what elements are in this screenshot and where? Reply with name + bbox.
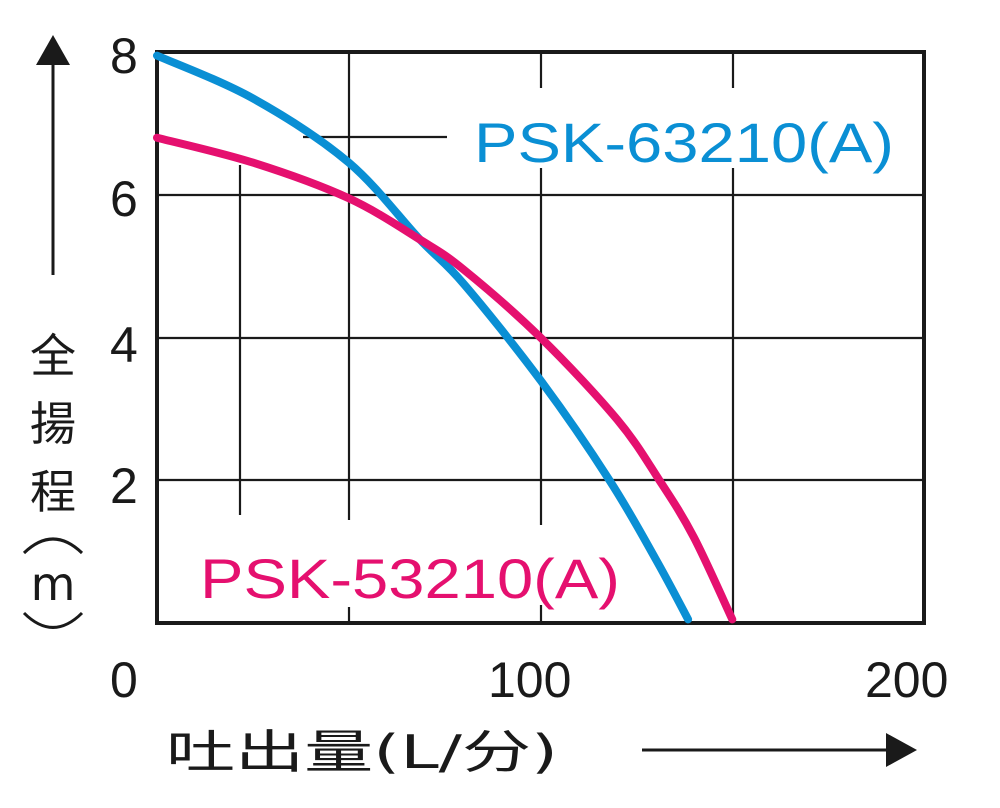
x-tick-100: 100: [488, 652, 571, 708]
svg-text:揚: 揚: [30, 397, 76, 451]
y-tick-6: 6: [110, 171, 138, 227]
label-knockout-blue: [468, 88, 898, 168]
label-knockout-pink: [196, 525, 626, 605]
curve-psk-53210a: [153, 133, 737, 624]
x-tick-0: 0: [110, 652, 138, 708]
series-label-psk-53210a: PSK-53210(A): [200, 547, 620, 610]
curve-psk-63210a: [153, 51, 693, 624]
y-tick-4: 4: [110, 317, 138, 373]
plot-frame: [155, 50, 926, 625]
svg-text:全: 全: [30, 329, 76, 383]
svg-text:程: 程: [30, 465, 76, 519]
x-tick-200: 200: [865, 652, 948, 708]
x-axis-title: 吐出量(L/分): [166, 725, 558, 779]
y-tick-8: 8: [110, 28, 138, 84]
series-label-psk-63210a: PSK-63210(A): [474, 111, 894, 174]
y-axis-arrow-icon: [36, 35, 70, 275]
y-axis-unit: m: [22, 537, 84, 629]
x-axis-arrow-icon: [642, 733, 917, 767]
y-axis-title: 全 揚 程: [30, 329, 76, 519]
y-tick-2: 2: [110, 458, 138, 514]
svg-text:m: m: [31, 557, 76, 611]
